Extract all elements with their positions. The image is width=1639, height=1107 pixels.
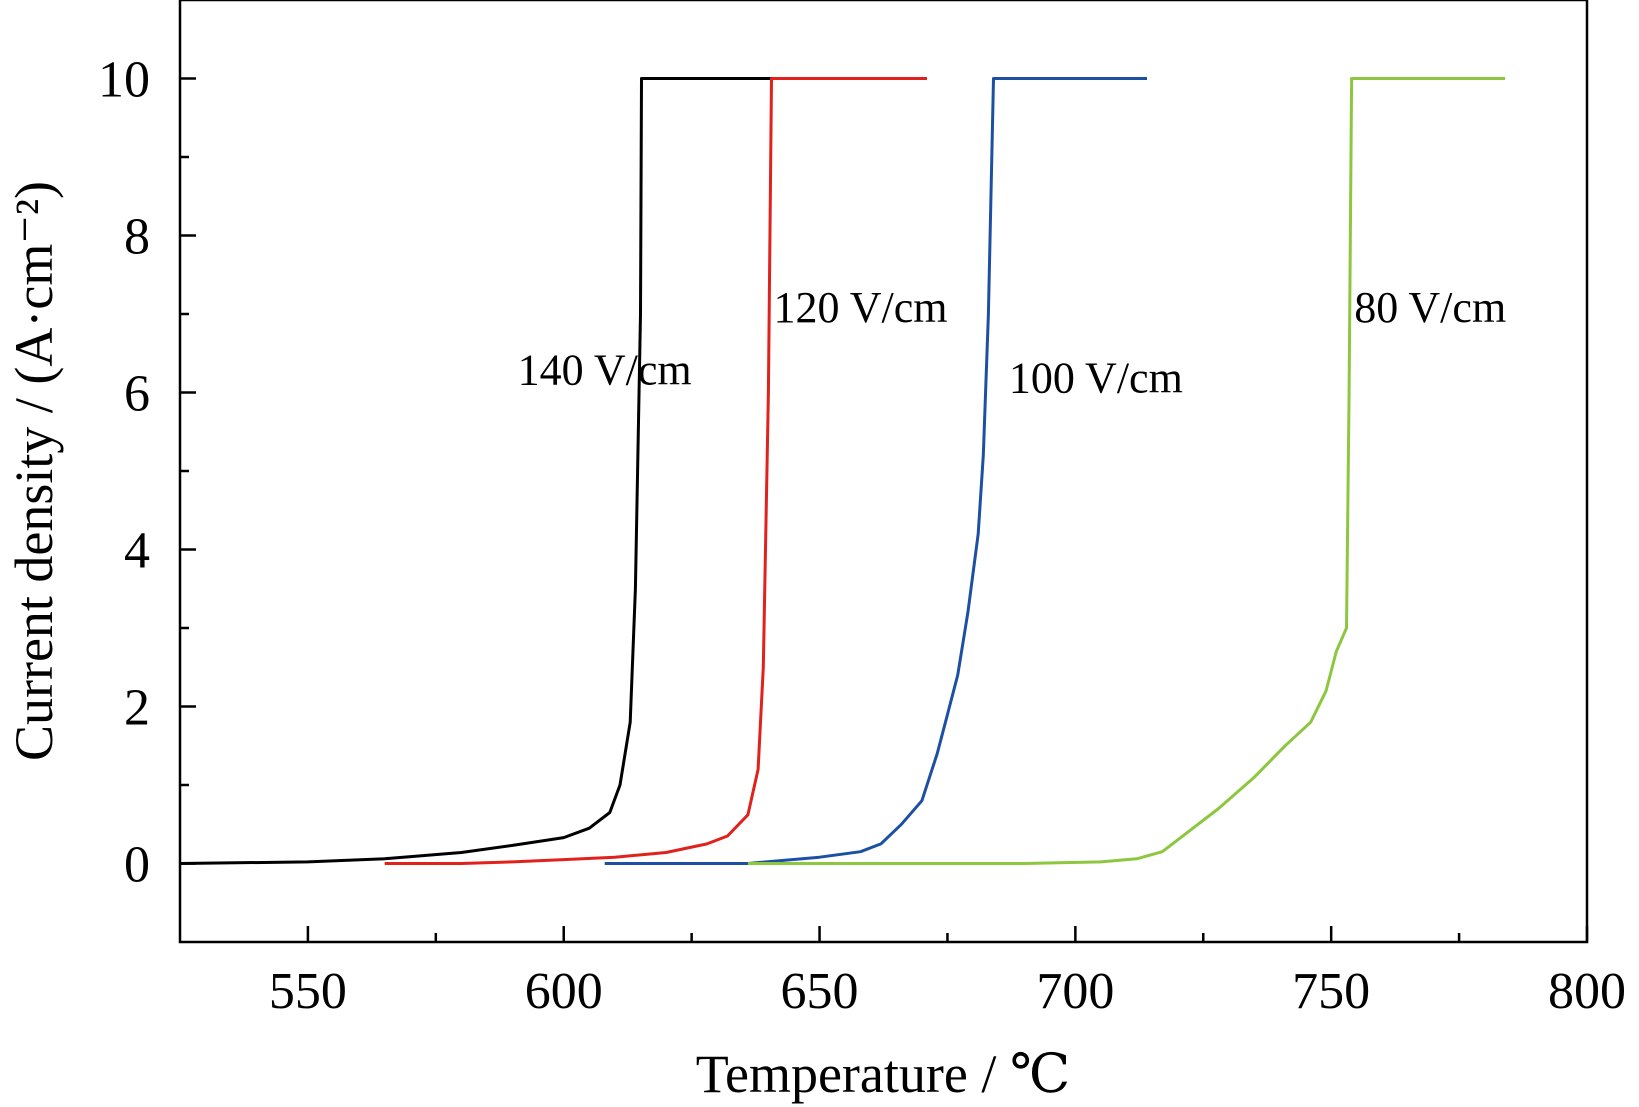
- y-tick-label: 0: [124, 837, 150, 894]
- series-line: [747, 77, 1506, 865]
- y-tick-label: 4: [124, 523, 150, 580]
- x-axis-title: Temperature / ℃: [696, 1044, 1070, 1104]
- y-tick-label: 2: [124, 680, 150, 737]
- series-label: 100 V/cm: [1009, 354, 1183, 403]
- x-tick-label: 600: [525, 963, 603, 1020]
- series-label: 120 V/cm: [773, 283, 947, 332]
- x-tick-label: 700: [1036, 963, 1114, 1020]
- x-tick-label: 800: [1548, 963, 1626, 1020]
- series-line: [604, 77, 1147, 865]
- series-label: 140 V/cm: [518, 346, 692, 395]
- series-line: [179, 77, 794, 865]
- y-axis-title: Current density / (A·cm⁻²): [4, 181, 64, 761]
- series-label: 80 V/cm: [1354, 283, 1506, 332]
- x-tick-label: 550: [269, 963, 347, 1020]
- x-axis-ticks: 550 600 650 700 750 800: [269, 926, 1626, 1020]
- plot-frame: [178, 0, 1589, 944]
- y-axis-ticks: 0 2 4 6 8 10: [98, 52, 196, 894]
- x-tick-label: 650: [781, 963, 859, 1020]
- y-tick-label: 8: [124, 209, 150, 266]
- y-tick-label: 10: [98, 52, 150, 109]
- series-layer: [179, 77, 1506, 865]
- x-tick-label: 750: [1292, 963, 1370, 1020]
- y-tick-label: 6: [124, 366, 150, 423]
- series-line: [384, 77, 927, 865]
- annotation-layer: 140 V/cm 120 V/cm 100 V/cm 80 V/cm: [518, 283, 1506, 403]
